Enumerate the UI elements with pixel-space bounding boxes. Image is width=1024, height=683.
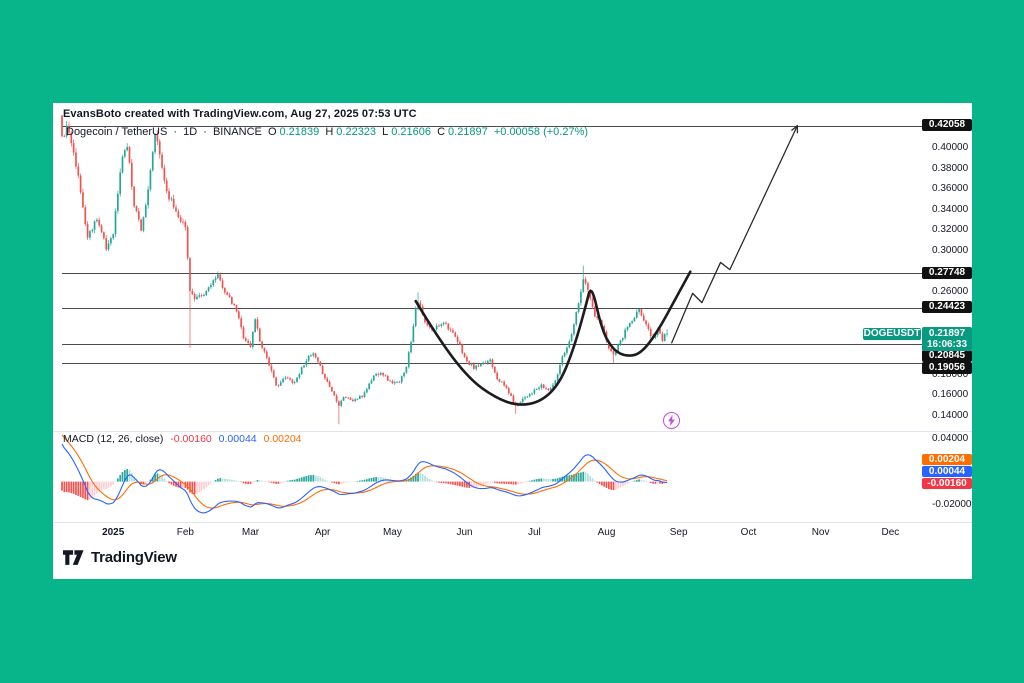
ohlc-open-value: 0.21839 xyxy=(279,126,320,138)
time-axis-label-apr: Apr xyxy=(314,527,331,538)
symbol-exchange: BINANCE xyxy=(212,126,262,138)
ohlc-close-label: C xyxy=(437,126,446,138)
axis-tick-label: 0.38000 xyxy=(932,162,969,174)
axis-tick-label: 0.16000 xyxy=(932,389,969,401)
axis-tick-label: 0.30000 xyxy=(932,245,969,257)
lightning-bolt-icon xyxy=(668,414,676,426)
axis-tick-label: 0.34000 xyxy=(932,203,969,215)
axis-tick-label: 0.40000 xyxy=(932,141,969,153)
ohlc-low-value: 0.21606 xyxy=(391,126,431,138)
macd-histogram-badge: -0.00160 xyxy=(922,477,972,489)
macd-line-badge: 0.00044 xyxy=(922,465,972,477)
time-axis-label-jul: Jul xyxy=(527,527,541,538)
separator: · xyxy=(203,126,207,138)
current-price-badge: 0.21897 16:06:33 xyxy=(922,327,972,352)
macd-signal-badge: 0.00204 xyxy=(922,453,972,465)
axis-divider xyxy=(53,522,972,523)
time-axis-label-mar: Mar xyxy=(241,527,260,538)
ohlc-close-value: 0.21897 xyxy=(448,126,488,138)
symbol-pair: Dogecoin / TetherUS xyxy=(66,126,168,138)
time-axis-label-may: May xyxy=(382,527,402,538)
axis-tick-label: -0.02000 xyxy=(932,498,972,510)
time-axis-label-sep: Sep xyxy=(669,527,688,538)
tradingview-wordmark: TradingView xyxy=(91,549,177,566)
bar-countdown: 16:06:33 xyxy=(926,339,968,351)
macd-label: MACD (12, 26, close) xyxy=(63,433,164,445)
time-axis-label-oct: Oct xyxy=(740,527,757,538)
axis-tick-label: 0.18000 xyxy=(932,368,969,380)
time-axis-label-jun: Jun xyxy=(456,527,473,538)
axis-tick-label: 0.32000 xyxy=(932,224,969,236)
time-axis-label-nov: Nov xyxy=(811,527,830,538)
price-level-badge: 0.20845 xyxy=(922,350,972,363)
time-axis-label-dec: Dec xyxy=(881,527,900,538)
symbol-price-label-badge: DOGEUSDT xyxy=(863,327,921,340)
change-value: +0.00058 (+0.27%) xyxy=(493,126,589,138)
price-level-badge: 0.19056 xyxy=(922,362,972,375)
macd-legend: MACD (12, 26, close) -0.00160 0.00044 0.… xyxy=(63,433,306,445)
macd-histogram-value: -0.00160 xyxy=(170,433,212,445)
macd-signal-value: 0.00204 xyxy=(263,433,302,445)
axis-tick-label: 0.26000 xyxy=(932,286,969,298)
axis-tick-label: 0.14000 xyxy=(932,409,969,421)
axis-tick-label: 0.04000 xyxy=(932,432,969,444)
current-price-value: 0.21897 xyxy=(928,328,966,340)
ohlc-low-label: L xyxy=(382,126,389,138)
time-axis-label-aug: Aug xyxy=(597,527,616,538)
axis-tick-label: 0.36000 xyxy=(932,183,969,195)
ohlc-high-value: 0.22323 xyxy=(336,126,377,138)
price-level-badge: 0.42058 xyxy=(922,119,972,132)
separator: · xyxy=(173,126,178,138)
macd-line-value: 0.00044 xyxy=(218,433,257,445)
pane-divider xyxy=(53,431,972,432)
price-level-badge: 0.24423 xyxy=(922,301,972,314)
ohlc-high-label: H xyxy=(325,126,334,138)
symbol-legend: Dogecoin / TetherUS · 1D · BINANCE O 0.21… xyxy=(66,126,591,138)
chart-panel: EvansBoto created with TradingView.com, … xyxy=(53,103,972,579)
price-level-badge: 0.27748 xyxy=(922,266,972,279)
symbol-interval: 1D xyxy=(183,126,198,138)
lightning-pattern-marker[interactable] xyxy=(663,411,681,429)
time-axis-label-2025: 2025 xyxy=(102,527,125,538)
ohlc-open-label: O xyxy=(267,126,277,138)
time-axis-label-feb: Feb xyxy=(176,527,194,538)
tradingview-logo[interactable]: TradingView xyxy=(63,549,177,566)
tradingview-logo-icon xyxy=(63,549,84,565)
chart-canvas[interactable] xyxy=(53,103,972,579)
